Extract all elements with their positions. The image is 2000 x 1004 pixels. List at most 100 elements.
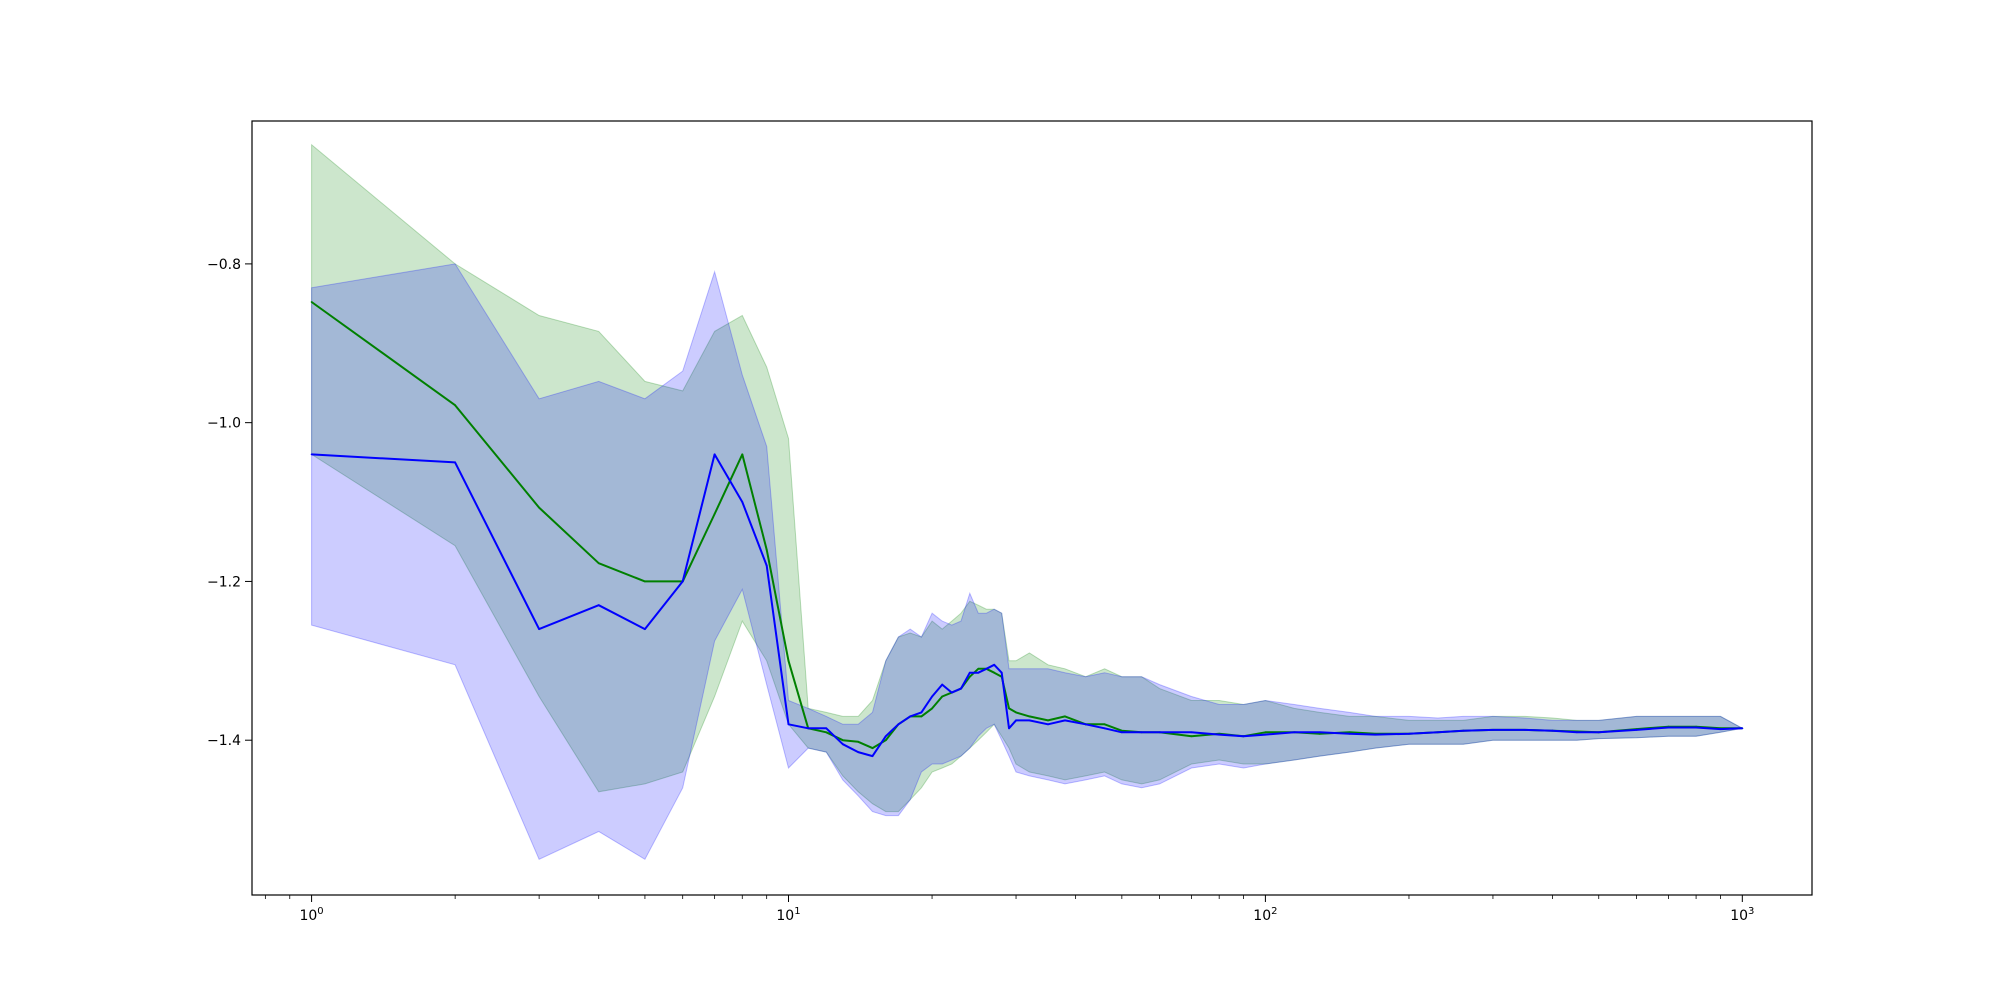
- data-point: [1120, 729, 1123, 732]
- data-point: [977, 667, 980, 670]
- y-tick-label: −1.4: [207, 733, 241, 749]
- data-point: [1190, 735, 1193, 738]
- data-point: [454, 404, 456, 407]
- data-point: [713, 453, 716, 456]
- data-point: [765, 564, 768, 567]
- data-point: [1000, 671, 1003, 674]
- data-point: [920, 711, 923, 714]
- data-point: [1741, 727, 1744, 730]
- band-series-0: [311, 143, 1744, 813]
- confidence-bands: [311, 143, 1744, 861]
- data-point: [741, 453, 744, 456]
- data-point: [1695, 726, 1697, 729]
- data-point: [841, 739, 844, 742]
- data-point: [310, 301, 313, 303]
- data-point: [960, 687, 962, 690]
- data-point: [1015, 719, 1017, 722]
- data-point: [941, 683, 944, 686]
- data-point: [1318, 731, 1321, 734]
- data-point: [1140, 731, 1143, 734]
- data-point: [1028, 719, 1031, 722]
- data-point: [1318, 732, 1321, 735]
- data-point: [950, 691, 953, 694]
- data-point: [1264, 731, 1267, 734]
- data-point: [1008, 707, 1010, 710]
- data-point: [1667, 726, 1670, 729]
- data-point: [1462, 729, 1465, 732]
- data-point: [1103, 723, 1106, 726]
- data-point: [931, 707, 933, 710]
- band-series-1: [311, 263, 1744, 861]
- data-point: [1408, 732, 1410, 735]
- data-point: [1293, 731, 1296, 734]
- data-point: [920, 715, 923, 718]
- data-point: [941, 695, 944, 698]
- y-tick-label: −1.0: [207, 416, 241, 432]
- data-point: [1047, 723, 1049, 726]
- data-point: [993, 671, 996, 674]
- data-point: [1719, 728, 1722, 730]
- data-point: [985, 667, 988, 670]
- data-point: [1103, 727, 1106, 730]
- data-point: [968, 671, 971, 674]
- data-point: [884, 735, 887, 738]
- data-point: [857, 751, 860, 753]
- x-tick-label: 103: [1730, 906, 1754, 924]
- data-point: [977, 671, 980, 674]
- data-point: [1348, 731, 1351, 734]
- data-point: [1492, 729, 1494, 731]
- x-tick-label: 101: [776, 906, 800, 924]
- x-tick-label: 102: [1253, 906, 1277, 924]
- data-point: [1158, 731, 1161, 734]
- x-tick-label: 100: [299, 906, 323, 924]
- data-point: [1064, 715, 1066, 718]
- data-point: [454, 461, 456, 464]
- data-point: [787, 659, 790, 662]
- data-point: [993, 663, 996, 666]
- data-point: [597, 562, 600, 565]
- data-point: [741, 501, 744, 503]
- data-point: [644, 580, 646, 583]
- data-point: [310, 453, 313, 456]
- data-point: [1524, 729, 1526, 731]
- data-point: [871, 755, 874, 757]
- plot-frame: [251, 120, 1813, 896]
- plot-area-background: [252, 121, 1812, 895]
- y-tick-label: −0.8: [207, 257, 241, 273]
- data-point: [1437, 731, 1439, 734]
- data-point: [597, 604, 600, 607]
- data-point: [1064, 719, 1066, 722]
- data-point: [841, 743, 844, 746]
- data-point: [825, 727, 828, 730]
- data-point: [681, 580, 684, 583]
- data-point: [1028, 715, 1031, 718]
- series-lines: [310, 301, 1744, 758]
- data-point: [1242, 735, 1245, 738]
- x-axis: 100 101 102 103: [264, 895, 1754, 924]
- data-point: [1635, 729, 1638, 731]
- data-point: [871, 747, 874, 749]
- y-tick-label: −1.2: [207, 574, 241, 590]
- data-point: [1218, 733, 1221, 736]
- data-point: [1084, 723, 1087, 726]
- data-point: [1264, 733, 1267, 736]
- data-point: [897, 723, 900, 726]
- data-point: [1374, 733, 1377, 736]
- data-point: [1120, 731, 1123, 734]
- data-point: [931, 695, 933, 698]
- data-point: [909, 715, 912, 718]
- data-point: [1551, 729, 1554, 732]
- data-point: [884, 739, 887, 742]
- data-point: [538, 628, 540, 630]
- data-point: [825, 731, 828, 734]
- data-point: [787, 723, 790, 726]
- data-point: [644, 628, 646, 630]
- data-point: [968, 675, 971, 678]
- data-point: [1015, 711, 1017, 714]
- data-point: [1190, 731, 1193, 734]
- data-point: [857, 740, 860, 743]
- data-point: [538, 506, 540, 509]
- data-point: [1597, 731, 1600, 734]
